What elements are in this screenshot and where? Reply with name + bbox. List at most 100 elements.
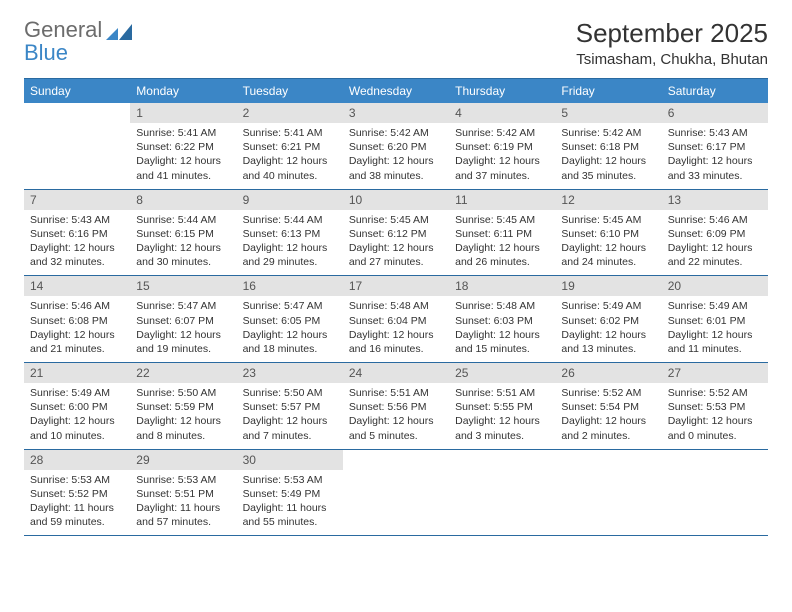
day-number: 7: [24, 190, 130, 210]
day-body: Sunrise: 5:51 AMSunset: 5:56 PMDaylight:…: [343, 383, 449, 449]
day-body: Sunrise: 5:45 AMSunset: 6:12 PMDaylight:…: [343, 210, 449, 276]
location-text: Tsimasham, Chukha, Bhutan: [576, 51, 768, 68]
day-body: Sunrise: 5:53 AMSunset: 5:52 PMDaylight:…: [24, 470, 130, 536]
day-body: Sunrise: 5:52 AMSunset: 5:54 PMDaylight:…: [555, 383, 661, 449]
day-body: Sunrise: 5:53 AMSunset: 5:51 PMDaylight:…: [130, 470, 236, 536]
day-number-empty: [24, 103, 130, 123]
day-number: 26: [555, 363, 661, 383]
calendar-cell: 16Sunrise: 5:47 AMSunset: 6:05 PMDayligh…: [237, 276, 343, 362]
weekday-header: Saturday: [662, 79, 768, 103]
calendar-cell: [449, 450, 555, 536]
day-body: Sunrise: 5:45 AMSunset: 6:10 PMDaylight:…: [555, 210, 661, 276]
day-body: Sunrise: 5:53 AMSunset: 5:49 PMDaylight:…: [237, 470, 343, 536]
day-number-empty: [662, 450, 768, 470]
day-body: Sunrise: 5:44 AMSunset: 6:13 PMDaylight:…: [237, 210, 343, 276]
day-body: Sunrise: 5:41 AMSunset: 6:22 PMDaylight:…: [130, 123, 236, 189]
day-body: Sunrise: 5:48 AMSunset: 6:03 PMDaylight:…: [449, 296, 555, 362]
calendar-cell: 12Sunrise: 5:45 AMSunset: 6:10 PMDayligh…: [555, 190, 661, 276]
day-number: 19: [555, 276, 661, 296]
calendar-cell: 6Sunrise: 5:43 AMSunset: 6:17 PMDaylight…: [662, 103, 768, 189]
weekday-header: Friday: [555, 79, 661, 103]
calendar-cell: 14Sunrise: 5:46 AMSunset: 6:08 PMDayligh…: [24, 276, 130, 362]
logo-text-blue: Blue: [24, 40, 68, 65]
day-number: 29: [130, 450, 236, 470]
calendar-cell: 27Sunrise: 5:52 AMSunset: 5:53 PMDayligh…: [662, 363, 768, 449]
day-body: Sunrise: 5:47 AMSunset: 6:07 PMDaylight:…: [130, 296, 236, 362]
calendar-cell: 9Sunrise: 5:44 AMSunset: 6:13 PMDaylight…: [237, 190, 343, 276]
logo-mark-icon: [106, 22, 134, 47]
day-number: 24: [343, 363, 449, 383]
day-number: 14: [24, 276, 130, 296]
day-number: 27: [662, 363, 768, 383]
calendar-cell: 3Sunrise: 5:42 AMSunset: 6:20 PMDaylight…: [343, 103, 449, 189]
calendar-cell: 17Sunrise: 5:48 AMSunset: 6:04 PMDayligh…: [343, 276, 449, 362]
calendar-cell: 4Sunrise: 5:42 AMSunset: 6:19 PMDaylight…: [449, 103, 555, 189]
day-number-empty: [555, 450, 661, 470]
day-body: Sunrise: 5:45 AMSunset: 6:11 PMDaylight:…: [449, 210, 555, 276]
page-title: September 2025: [576, 18, 768, 49]
day-number: 5: [555, 103, 661, 123]
day-body: Sunrise: 5:50 AMSunset: 5:59 PMDaylight:…: [130, 383, 236, 449]
day-number: 28: [24, 450, 130, 470]
calendar-cell: 30Sunrise: 5:53 AMSunset: 5:49 PMDayligh…: [237, 450, 343, 536]
weekday-header: Monday: [130, 79, 236, 103]
weekday-header: Sunday: [24, 79, 130, 103]
day-number: 3: [343, 103, 449, 123]
day-number: 9: [237, 190, 343, 210]
calendar-cell: 24Sunrise: 5:51 AMSunset: 5:56 PMDayligh…: [343, 363, 449, 449]
day-number: 11: [449, 190, 555, 210]
day-number: 1: [130, 103, 236, 123]
calendar-cell: 2Sunrise: 5:41 AMSunset: 6:21 PMDaylight…: [237, 103, 343, 189]
calendar-cell: 19Sunrise: 5:49 AMSunset: 6:02 PMDayligh…: [555, 276, 661, 362]
calendar-cell: 23Sunrise: 5:50 AMSunset: 5:57 PMDayligh…: [237, 363, 343, 449]
day-number-empty: [449, 450, 555, 470]
day-number: 18: [449, 276, 555, 296]
day-body: Sunrise: 5:46 AMSunset: 6:08 PMDaylight:…: [24, 296, 130, 362]
day-number: 20: [662, 276, 768, 296]
day-body: Sunrise: 5:46 AMSunset: 6:09 PMDaylight:…: [662, 210, 768, 276]
day-number: 10: [343, 190, 449, 210]
day-body: Sunrise: 5:50 AMSunset: 5:57 PMDaylight:…: [237, 383, 343, 449]
day-body: Sunrise: 5:42 AMSunset: 6:18 PMDaylight:…: [555, 123, 661, 189]
calendar-cell: [662, 450, 768, 536]
calendar-cell: 11Sunrise: 5:45 AMSunset: 6:11 PMDayligh…: [449, 190, 555, 276]
day-body: Sunrise: 5:42 AMSunset: 6:19 PMDaylight:…: [449, 123, 555, 189]
calendar-cell: [343, 450, 449, 536]
calendar-cell: 8Sunrise: 5:44 AMSunset: 6:15 PMDaylight…: [130, 190, 236, 276]
day-number: 25: [449, 363, 555, 383]
calendar-cell: [555, 450, 661, 536]
day-number: 30: [237, 450, 343, 470]
day-number: 16: [237, 276, 343, 296]
day-body: Sunrise: 5:43 AMSunset: 6:16 PMDaylight:…: [24, 210, 130, 276]
day-body: Sunrise: 5:41 AMSunset: 6:21 PMDaylight:…: [237, 123, 343, 189]
weekday-header: Tuesday: [237, 79, 343, 103]
day-body: Sunrise: 5:43 AMSunset: 6:17 PMDaylight:…: [662, 123, 768, 189]
day-body: Sunrise: 5:52 AMSunset: 5:53 PMDaylight:…: [662, 383, 768, 449]
day-number: 2: [237, 103, 343, 123]
calendar-cell: 5Sunrise: 5:42 AMSunset: 6:18 PMDaylight…: [555, 103, 661, 189]
day-number: 23: [237, 363, 343, 383]
day-number: 17: [343, 276, 449, 296]
calendar-cell: 21Sunrise: 5:49 AMSunset: 6:00 PMDayligh…: [24, 363, 130, 449]
calendar-cell: 22Sunrise: 5:50 AMSunset: 5:59 PMDayligh…: [130, 363, 236, 449]
calendar-cell: 7Sunrise: 5:43 AMSunset: 6:16 PMDaylight…: [24, 190, 130, 276]
calendar-cell: 28Sunrise: 5:53 AMSunset: 5:52 PMDayligh…: [24, 450, 130, 536]
calendar: SundayMondayTuesdayWednesdayThursdayFrid…: [24, 79, 768, 536]
day-body: Sunrise: 5:42 AMSunset: 6:20 PMDaylight:…: [343, 123, 449, 189]
calendar-cell: 15Sunrise: 5:47 AMSunset: 6:07 PMDayligh…: [130, 276, 236, 362]
day-body: Sunrise: 5:49 AMSunset: 6:00 PMDaylight:…: [24, 383, 130, 449]
day-body: Sunrise: 5:51 AMSunset: 5:55 PMDaylight:…: [449, 383, 555, 449]
day-number: 21: [24, 363, 130, 383]
day-number: 15: [130, 276, 236, 296]
calendar-cell: 26Sunrise: 5:52 AMSunset: 5:54 PMDayligh…: [555, 363, 661, 449]
calendar-cell: [24, 103, 130, 189]
calendar-cell: 18Sunrise: 5:48 AMSunset: 6:03 PMDayligh…: [449, 276, 555, 362]
day-number: 12: [555, 190, 661, 210]
calendar-cell: 29Sunrise: 5:53 AMSunset: 5:51 PMDayligh…: [130, 450, 236, 536]
weekday-header-row: SundayMondayTuesdayWednesdayThursdayFrid…: [24, 79, 768, 103]
day-number: 8: [130, 190, 236, 210]
header: General Blue September 2025 Tsimasham, C…: [24, 18, 768, 68]
day-number: 13: [662, 190, 768, 210]
day-body: Sunrise: 5:44 AMSunset: 6:15 PMDaylight:…: [130, 210, 236, 276]
day-number: 4: [449, 103, 555, 123]
